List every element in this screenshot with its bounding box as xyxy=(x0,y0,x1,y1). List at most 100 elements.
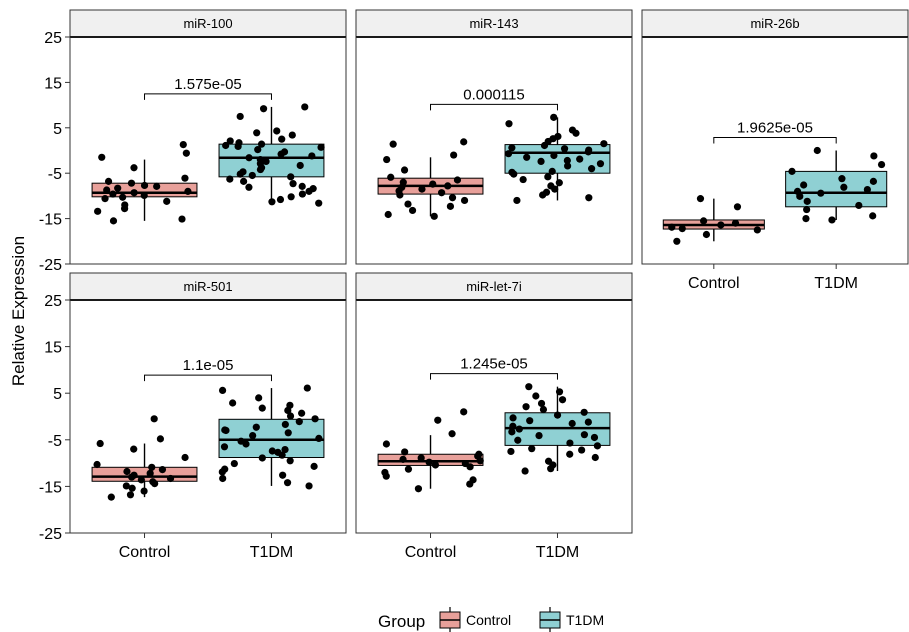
data-point xyxy=(404,200,412,208)
data-point xyxy=(93,460,101,469)
data-point xyxy=(219,474,227,483)
data-point xyxy=(222,426,230,435)
data-point xyxy=(252,423,260,431)
data-point xyxy=(515,425,523,433)
data-point xyxy=(425,458,433,466)
data-point xyxy=(585,194,593,202)
data-point xyxy=(178,215,186,223)
data-point xyxy=(130,445,138,453)
data-point xyxy=(446,202,455,210)
data-point xyxy=(535,432,543,440)
data-point xyxy=(438,189,446,197)
data-point xyxy=(248,171,256,180)
data-point xyxy=(257,140,266,148)
significance-bracket xyxy=(144,93,272,100)
y-tick-label: 5 xyxy=(53,386,62,403)
data-point xyxy=(151,480,159,488)
data-point xyxy=(418,185,426,193)
data-point xyxy=(540,141,549,150)
panel-title: miR-26b xyxy=(750,16,799,31)
p-value-label: 1.1e-05 xyxy=(183,357,234,374)
data-point xyxy=(258,454,266,462)
data-point xyxy=(509,422,517,430)
panel-strip xyxy=(641,9,909,38)
data-point xyxy=(140,191,148,200)
data-point xyxy=(283,479,292,487)
data-point xyxy=(122,482,130,490)
data-point xyxy=(259,105,268,113)
data-point xyxy=(568,419,576,428)
data-point xyxy=(564,162,572,170)
data-point xyxy=(838,175,846,183)
data-point xyxy=(828,216,836,224)
data-point xyxy=(588,165,596,173)
data-point xyxy=(315,199,323,207)
panel-2: miR-26b 1.9625e-05 Control T1DM xyxy=(641,9,909,292)
data-point xyxy=(150,415,158,423)
data-point xyxy=(384,210,392,219)
panel-1: miR-143 0.000115 xyxy=(355,9,633,265)
data-point xyxy=(796,192,804,200)
data-point xyxy=(555,388,564,396)
data-point xyxy=(869,177,878,185)
data-point xyxy=(547,465,555,473)
y-axis-label: Relative Expression xyxy=(9,236,28,386)
data-point xyxy=(584,148,592,156)
data-point xyxy=(678,224,686,233)
data-point xyxy=(417,454,425,462)
data-point xyxy=(600,140,608,148)
data-point xyxy=(460,138,468,146)
y-tick-label: -25 xyxy=(39,526,62,543)
data-point xyxy=(277,150,285,158)
data-point xyxy=(521,467,529,475)
data-point xyxy=(298,409,306,417)
data-point xyxy=(576,155,584,163)
data-point xyxy=(305,187,313,195)
data-point xyxy=(450,151,458,159)
data-point xyxy=(226,137,234,145)
data-point xyxy=(220,443,229,451)
y-tick-label: 15 xyxy=(44,340,62,357)
data-point xyxy=(94,207,102,215)
data-point xyxy=(256,165,265,174)
data-point xyxy=(553,411,562,419)
data-point xyxy=(383,155,391,164)
data-point xyxy=(505,120,513,128)
data-point xyxy=(234,142,242,151)
data-point xyxy=(508,144,516,152)
data-point xyxy=(123,467,131,476)
y-tick-label: 5 xyxy=(53,121,62,138)
data-point xyxy=(240,177,248,185)
data-point xyxy=(230,459,238,468)
data-point xyxy=(460,408,468,416)
data-point xyxy=(253,129,261,137)
data-point xyxy=(181,453,189,462)
data-point xyxy=(803,197,811,205)
panel-strip xyxy=(69,9,347,38)
data-point xyxy=(287,193,295,201)
data-point xyxy=(526,417,534,425)
panels: miR-100 25 15 5 -5 -15 -25 1.575e-05 miR-143 0.00… xyxy=(39,9,909,561)
data-point xyxy=(513,196,521,205)
data-point xyxy=(140,487,148,495)
p-value-label: 1.575e-05 xyxy=(174,76,242,93)
data-point xyxy=(560,145,569,153)
data-point xyxy=(702,230,711,239)
data-point xyxy=(817,189,825,197)
data-point xyxy=(286,457,294,465)
data-point xyxy=(448,430,456,438)
data-point xyxy=(476,457,484,465)
data-point xyxy=(803,205,811,214)
legend-entry-t1dm: T1DM xyxy=(539,607,604,632)
data-point xyxy=(870,152,878,160)
data-point xyxy=(855,201,863,210)
data-point xyxy=(431,461,440,469)
data-point xyxy=(128,484,136,492)
data-point xyxy=(298,190,307,198)
data-point xyxy=(430,212,438,220)
data-point xyxy=(308,152,316,160)
panel-0: miR-100 25 15 5 -5 -15 -25 1.575e-05 xyxy=(39,9,347,274)
data-point xyxy=(109,190,117,198)
data-point xyxy=(550,113,558,121)
data-point xyxy=(558,396,567,404)
